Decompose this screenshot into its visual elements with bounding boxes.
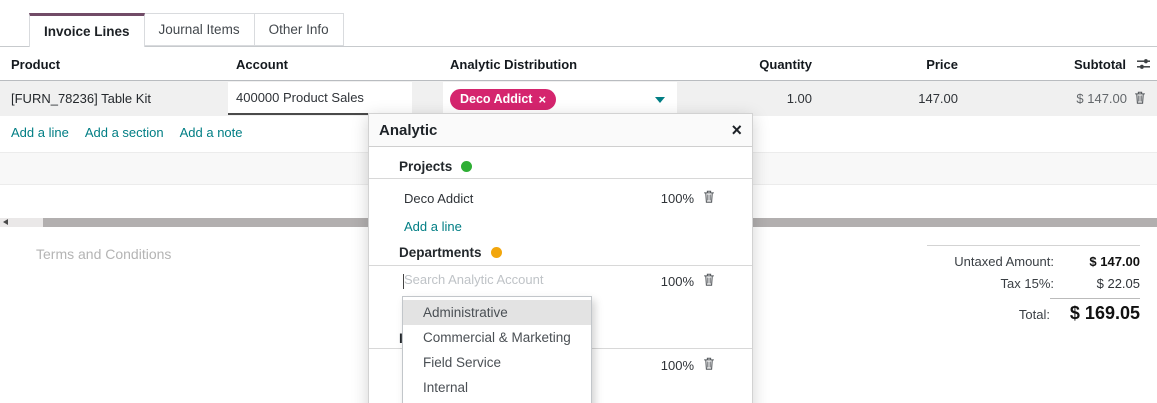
analytic-distribution-field[interactable]: Deco Addict ×: [443, 82, 677, 116]
tab-journal-items[interactable]: Journal Items: [143, 13, 255, 46]
optional-columns-icon[interactable]: [1136, 58, 1151, 73]
delete-line-icon[interactable]: [703, 273, 715, 286]
list-footer-links: Add a line Add a section Add a note: [11, 125, 243, 140]
dropdown-item-internal[interactable]: Internal: [423, 380, 469, 395]
analytic-popup-header: Analytic ×: [369, 114, 752, 147]
column-header-product[interactable]: Product: [11, 57, 61, 72]
column-header-account[interactable]: Account: [236, 57, 288, 72]
popup-add-a-line-link[interactable]: Add a line: [404, 219, 462, 234]
analytic-popup-title: Analytic: [379, 121, 438, 139]
tab-invoice-lines[interactable]: Invoice Lines: [29, 13, 145, 47]
account-field[interactable]: 400000 Product Sales: [228, 82, 412, 115]
delete-line-icon[interactable]: [703, 190, 715, 203]
add-a-section-link[interactable]: Add a section: [84, 125, 164, 140]
column-header-subtotal[interactable]: Subtotal: [1074, 57, 1126, 72]
analytic-line-percentage[interactable]: 100%: [660, 358, 694, 373]
delete-line-icon[interactable]: [703, 357, 715, 370]
tag-remove-icon[interactable]: ×: [538, 91, 547, 107]
table-row[interactable]: [FURN_78236] Table Kit 400000 Product Sa…: [0, 81, 1157, 116]
popup-divider: [369, 265, 752, 266]
tax-row: Tax 15%: $ 22.05: [927, 276, 1140, 291]
analytic-tag-label: Deco Addict: [460, 92, 533, 106]
chevron-down-icon[interactable]: [655, 97, 665, 103]
table-header: Product Account Analytic Distribution Qu…: [0, 47, 1157, 81]
untaxed-amount-value: $ 147.00: [1089, 254, 1140, 269]
text-cursor: [403, 274, 404, 289]
projects-section-header: Projects: [399, 159, 473, 174]
price-cell[interactable]: 147.00: [918, 91, 958, 106]
analytic-account-dropdown: Administrative Commercial & Marketing Fi…: [402, 296, 592, 403]
third-section-header: I: [399, 331, 403, 346]
add-a-line-link[interactable]: Add a line: [11, 125, 69, 140]
quantity-cell[interactable]: 1.00: [786, 91, 812, 106]
untaxed-amount-label: Untaxed Amount:: [954, 254, 1054, 269]
tab-strip-divider: [0, 46, 1157, 47]
add-a-note-link[interactable]: Add a note: [179, 125, 243, 140]
projects-dot-icon: [461, 161, 473, 172]
third-section-label: I: [399, 331, 403, 346]
product-cell[interactable]: [FURN_78236] Table Kit: [11, 91, 151, 106]
analytic-line-percentage[interactable]: 100%: [660, 191, 694, 206]
search-analytic-account-input[interactable]: [404, 272, 594, 287]
tax-value: $ 22.05: [1096, 276, 1140, 291]
totals-panel: Untaxed Amount: $ 147.00 Tax 15%: $ 22.0…: [927, 245, 1140, 331]
column-header-quantity[interactable]: Quantity: [759, 57, 812, 72]
total-row: Total: $ 169.05: [927, 298, 1140, 324]
column-header-price[interactable]: Price: [926, 57, 958, 72]
dropdown-item-field-service[interactable]: Field Service: [423, 355, 502, 370]
tab-other-info[interactable]: Other Info: [253, 13, 344, 46]
projects-label: Projects: [399, 159, 453, 174]
account-value: 400000 Product Sales: [236, 90, 364, 105]
delete-row-icon[interactable]: [1134, 91, 1146, 104]
scroll-left-arrow-icon[interactable]: [3, 219, 8, 225]
close-icon[interactable]: ×: [731, 120, 742, 140]
terms-and-conditions-field[interactable]: Terms and Conditions: [36, 246, 172, 262]
total-label: Total:: [1018, 307, 1050, 322]
untaxed-amount-row: Untaxed Amount: $ 147.00: [927, 254, 1140, 269]
analytic-tag[interactable]: Deco Addict ×: [450, 88, 557, 110]
analytic-line-name[interactable]: Deco Addict: [404, 191, 474, 206]
column-header-analytic-distribution[interactable]: Analytic Distribution: [450, 57, 578, 72]
subtotal-cell: $ 147.00: [1076, 91, 1127, 106]
dropdown-item-commercial-marketing[interactable]: Commercial & Marketing: [423, 330, 571, 345]
dropdown-item-administrative[interactable]: Administrative: [403, 300, 591, 325]
departments-section-header: Departments: [399, 245, 502, 260]
departments-dot-icon: [490, 247, 502, 258]
analytic-line-percentage[interactable]: 100%: [660, 274, 694, 289]
popup-divider: [369, 178, 752, 179]
total-value: $ 169.05: [1050, 298, 1140, 324]
departments-label: Departments: [399, 245, 482, 260]
tax-label: Tax 15%:: [1000, 276, 1054, 291]
notebook-tabs: Invoice Lines Journal Items Other Info: [29, 13, 344, 47]
